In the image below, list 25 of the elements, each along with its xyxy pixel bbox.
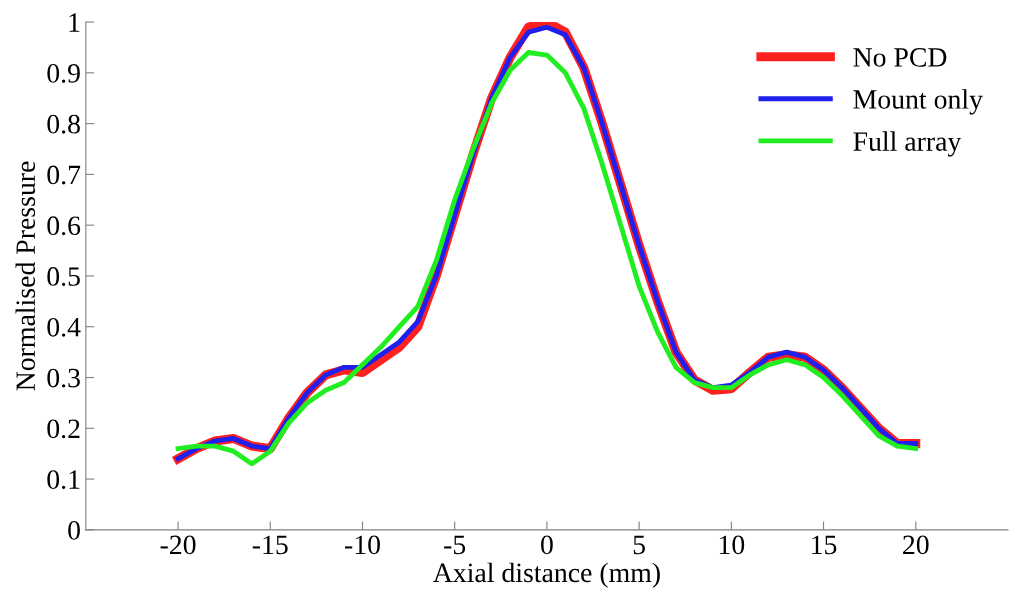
y-tick-label: 0.6	[47, 216, 81, 236]
x-tick-label: 5	[633, 535, 645, 555]
y-tick-label: 0.2	[47, 419, 80, 439]
y-tick-label: 0.7	[47, 165, 81, 185]
y-tick-label: 0.1	[47, 470, 80, 490]
y-tick-label: 0	[68, 521, 80, 540]
x-tick-label: -10	[345, 535, 380, 555]
x-axis-title: Axial distance (mm)	[433, 562, 660, 588]
x-tick-label: -20	[160, 535, 196, 555]
x-tick-label: 0	[541, 535, 553, 555]
y-tick-label: 0.8	[47, 114, 80, 134]
y-tick-label: 0.5	[47, 267, 80, 286]
y-tick-label: 0.4	[47, 317, 81, 337]
y-tick-label: 0.9	[47, 64, 80, 83]
y-tick-label: 1	[69, 13, 80, 32]
x-tick-label: -5	[444, 535, 466, 555]
x-tick-label: 20	[903, 535, 929, 555]
legend-label: Mount only	[853, 89, 983, 115]
x-tick-label: -15	[252, 535, 288, 555]
legend-label: Full array	[853, 131, 962, 157]
y-axis-title: Normalised Pressure	[15, 161, 36, 391]
x-tick-label: 15	[812, 535, 837, 555]
y-tick-label: 0.3	[47, 368, 80, 388]
x-tick-label: 10	[719, 535, 745, 555]
legend-label: No PCD	[853, 48, 947, 67]
